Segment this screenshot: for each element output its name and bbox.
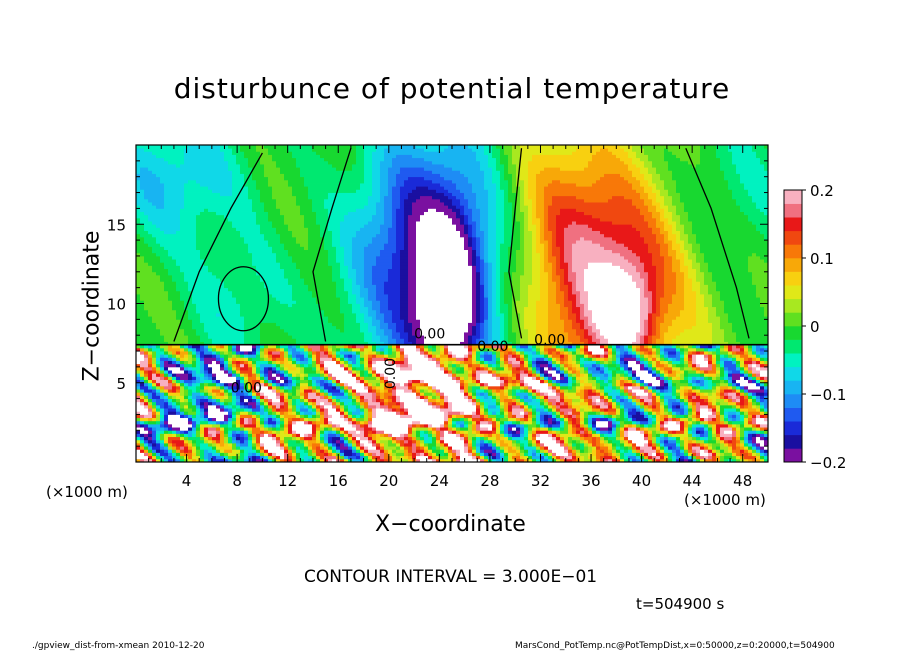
- colorbar-swatch: [784, 380, 802, 395]
- contour-label: 0.00: [383, 358, 399, 389]
- footer-right: MarsCond_PotTemp.nc@PotTempDist,x=0:5000…: [515, 641, 835, 651]
- x-tick-label: 44: [683, 472, 702, 490]
- colorbar-swatch: [784, 217, 802, 232]
- colorbar-swatch: [784, 366, 802, 381]
- x-axis-label: X−coordinate: [375, 512, 526, 537]
- colorbar-swatch: [784, 326, 802, 340]
- colorbar-tick-label: 0: [810, 318, 820, 336]
- colorbar-swatch: [784, 285, 802, 300]
- colorbar-swatch: [784, 203, 802, 218]
- x-tick-label: 24: [430, 472, 449, 490]
- x-tick-label: 4: [182, 472, 192, 490]
- colorbar-swatch: [784, 271, 802, 286]
- colorbar-tick-label: −0.2: [810, 454, 846, 472]
- zero-contour-line: [312, 148, 352, 342]
- colorbar-tick-label: −0.1: [810, 386, 846, 404]
- colorbar-swatch: [784, 312, 802, 327]
- colorbar-swatch: [784, 434, 802, 449]
- x-tick-label: 16: [329, 472, 348, 490]
- zero-contour-line: [173, 152, 263, 342]
- x-tick-label: 8: [232, 472, 242, 490]
- x-tick-label: 48: [733, 472, 752, 490]
- x-unit-left: (×1000 m): [46, 483, 128, 501]
- y-tick-label: 15: [107, 216, 126, 234]
- heatmap-field: [136, 145, 769, 463]
- y-axis-label: Z−coordinate: [79, 230, 105, 382]
- colorbar-swatch: [784, 258, 802, 272]
- zero-contour-line: [685, 147, 750, 339]
- x-tick-label: 20: [379, 472, 398, 490]
- x-unit-right: (×1000 m): [684, 491, 766, 509]
- colorbar-swatch: [784, 448, 802, 463]
- colorbar: [783, 189, 803, 463]
- contour-label: 0.00: [477, 339, 508, 355]
- x-tick-label: 12: [278, 472, 297, 490]
- colorbar-swatch: [784, 407, 802, 422]
- footer-left: ./gpview_dist-from-xmean 2010-12-20: [32, 641, 205, 651]
- colorbar-tick-label: 0.1: [810, 250, 834, 268]
- zero-contour-line: [508, 148, 523, 339]
- colorbar-swatch: [784, 244, 802, 259]
- x-tick-label: 36: [581, 472, 600, 490]
- colorbar-swatch: [784, 421, 802, 436]
- colorbar-tick-label: 0.2: [810, 182, 834, 200]
- contour-label: 0.00: [414, 326, 445, 342]
- x-tick-label: 32: [531, 472, 550, 490]
- zero-contours: [136, 147, 768, 346]
- colorbar-swatch: [784, 339, 802, 354]
- zero-contour-loop: [217, 266, 270, 332]
- y-tick-label: 10: [107, 296, 126, 314]
- colorbar-swatch: [784, 230, 802, 245]
- colorbar-swatch: [784, 353, 802, 368]
- colorbar-swatch: [784, 394, 802, 408]
- x-tick-label: 28: [480, 472, 499, 490]
- y-tick-label: 5: [116, 375, 126, 393]
- chart-title: disturbunce of potential temperature: [173, 72, 731, 105]
- contour-interval-label: CONTOUR INTERVAL = 3.000E−01: [304, 567, 598, 587]
- time-label: t=504900 s: [636, 595, 725, 613]
- contour-label: 0.00: [231, 380, 262, 396]
- colorbar-swatch: [784, 190, 802, 204]
- contour-label: 0.00: [534, 333, 565, 349]
- colorbar-swatch: [784, 298, 802, 313]
- x-tick-label: 40: [632, 472, 651, 490]
